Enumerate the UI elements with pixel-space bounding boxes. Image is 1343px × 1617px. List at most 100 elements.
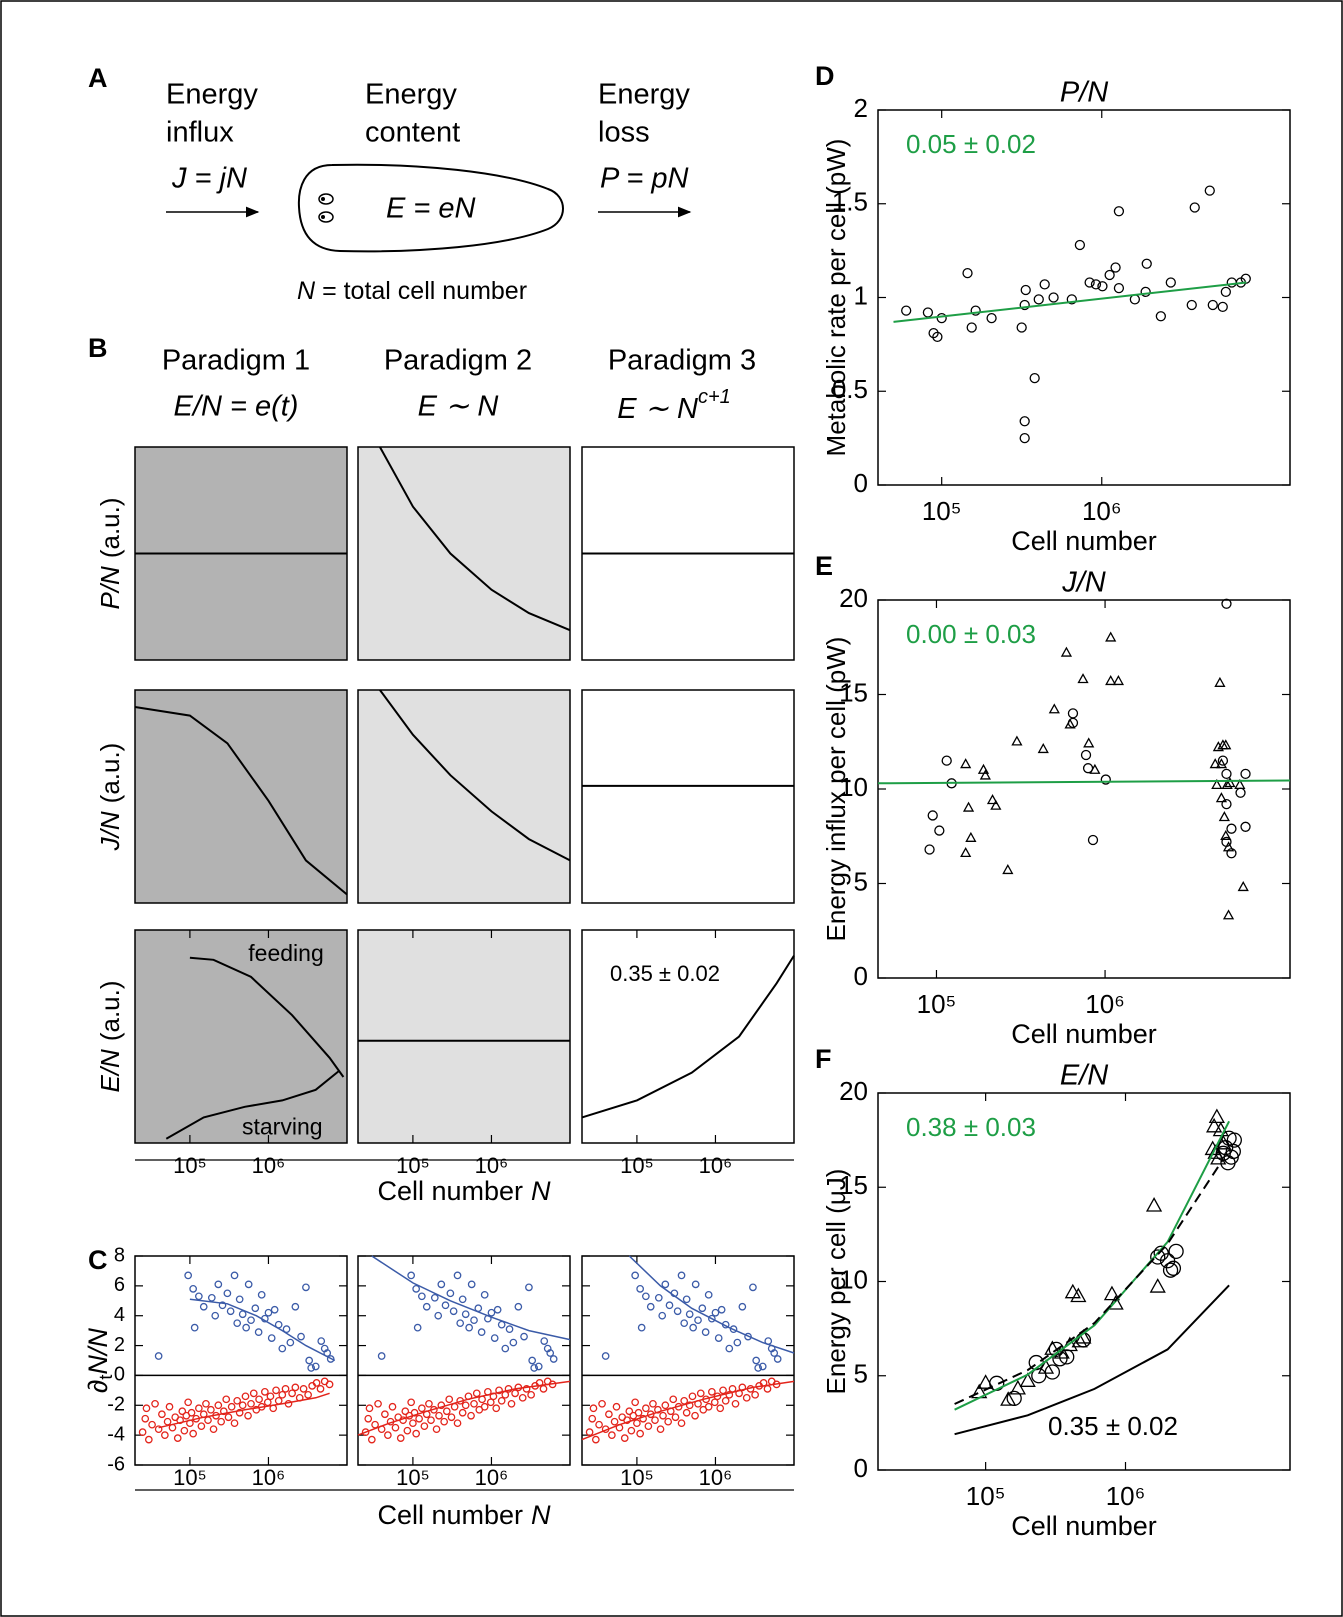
data-point <box>1168 1243 1184 1259</box>
data-point <box>656 1425 665 1434</box>
data-point <box>530 1364 539 1372</box>
data-point <box>247 1399 255 1408</box>
data-point <box>1145 1197 1163 1212</box>
data-point <box>671 1413 680 1422</box>
data-point <box>195 1292 203 1301</box>
y-axis-label: ∂tN/N <box>83 1328 116 1393</box>
x-tick-label: 10⁶ <box>699 1465 733 1490</box>
curve <box>877 779 1291 785</box>
data-point <box>165 1402 174 1411</box>
data-point <box>403 1426 412 1435</box>
data-point <box>458 1295 467 1304</box>
data-point <box>608 1431 616 1439</box>
data-point <box>546 1349 555 1357</box>
data-point <box>1186 299 1197 311</box>
formula-base: E ∼ N <box>617 393 698 425</box>
x-tick-label: 10⁵ <box>620 1465 654 1490</box>
data-point <box>525 1283 533 1292</box>
y-axis-label: E/N (a.u.) <box>95 980 125 1092</box>
plot-frame <box>134 1255 348 1466</box>
data-point <box>691 1280 700 1289</box>
data-point <box>453 1271 462 1280</box>
y-tick-label: 5 <box>854 866 868 896</box>
data-point <box>219 1407 228 1416</box>
data-point <box>627 1426 636 1435</box>
data-point <box>178 1407 187 1416</box>
data-point <box>591 1435 600 1444</box>
data-point <box>1006 1390 1022 1407</box>
data-point <box>282 1325 291 1334</box>
data-point <box>731 1399 740 1408</box>
data-point <box>401 1407 410 1416</box>
data-point <box>425 1399 433 1408</box>
panel-label: A <box>88 63 108 93</box>
planarian-outline <box>297 163 564 253</box>
eye <box>318 193 334 205</box>
data-point <box>266 1392 275 1401</box>
column-formula: E/N = e(t) <box>174 391 299 423</box>
data-point <box>461 1401 470 1410</box>
y-label-unit: (a.u.) <box>95 980 125 1041</box>
x-tick-label: 10⁶ <box>1082 496 1122 526</box>
data-point <box>1020 284 1031 296</box>
y-label-symbol: ∂ <box>83 1380 113 1393</box>
plot-frame <box>581 689 795 904</box>
data-point <box>1100 774 1111 785</box>
data-point <box>598 1399 606 1408</box>
data-point <box>312 1379 321 1387</box>
data-point <box>534 1362 543 1371</box>
curve <box>954 1284 1230 1436</box>
curve <box>379 689 571 862</box>
data-point <box>272 1386 280 1395</box>
data-point <box>1204 185 1215 196</box>
data-point <box>960 758 972 769</box>
data-point <box>288 1389 296 1398</box>
data-point <box>211 1311 220 1320</box>
data-point <box>744 1332 752 1341</box>
data-point <box>1089 763 1101 774</box>
data-point <box>1221 798 1232 810</box>
data-point <box>184 1271 193 1280</box>
data-point <box>1039 279 1050 290</box>
data-point <box>261 1388 269 1396</box>
diagram-formula: E = eN <box>386 193 476 225</box>
data-point <box>682 1408 691 1417</box>
data-point <box>407 1271 416 1280</box>
x-tick-label: 10⁶ <box>252 1465 286 1490</box>
data-point <box>305 1356 314 1365</box>
y-tick-label: 1 <box>854 280 868 310</box>
data-point <box>966 322 977 333</box>
note-text: = total cell number <box>322 277 527 305</box>
data-point <box>725 1344 734 1353</box>
curve <box>357 1380 571 1436</box>
data-point <box>278 1390 287 1399</box>
data-point <box>631 1271 640 1280</box>
data-point <box>725 1390 734 1399</box>
data-point <box>644 1422 653 1431</box>
data-point <box>286 1338 295 1347</box>
data-point <box>990 799 1002 810</box>
data-point <box>1059 1349 1075 1365</box>
data-point <box>773 1355 782 1363</box>
data-point <box>1211 778 1223 790</box>
y-tick-label: 1.5 <box>832 187 868 217</box>
data-point <box>138 1428 147 1437</box>
data-point <box>509 1338 518 1347</box>
data-point <box>1112 674 1125 686</box>
data-point <box>418 1292 426 1301</box>
data-point <box>1029 372 1040 384</box>
data-point <box>490 1334 499 1342</box>
data-point <box>504 1385 513 1393</box>
data-point <box>235 1295 244 1304</box>
data-point <box>173 1434 182 1442</box>
data-point <box>278 1344 287 1353</box>
curve <box>379 446 571 632</box>
data-point <box>1222 841 1235 852</box>
plot-frame <box>581 1255 795 1466</box>
x-label-text: Cell number <box>377 1176 523 1206</box>
data-point <box>214 1280 223 1289</box>
note-var: N <box>297 277 316 305</box>
curve <box>189 956 345 1078</box>
data-point <box>442 1407 451 1416</box>
y-tick-label: 6 <box>114 1274 125 1296</box>
